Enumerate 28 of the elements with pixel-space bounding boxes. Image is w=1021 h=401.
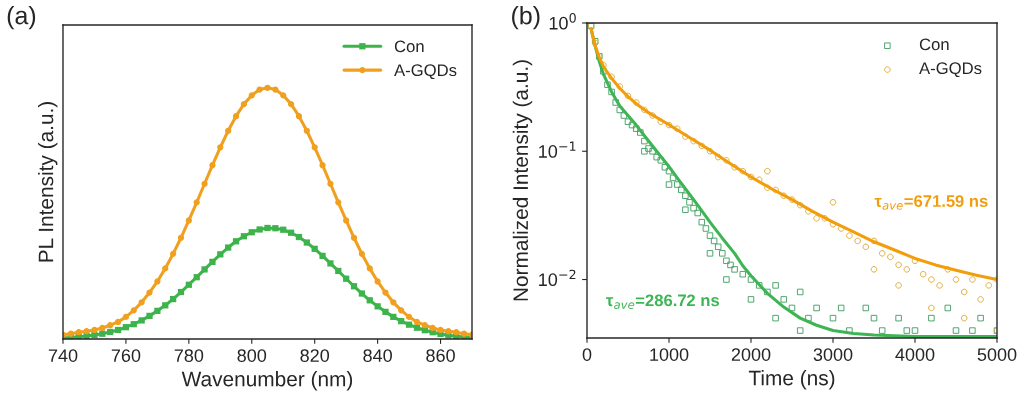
x-tick-label: 760: [111, 349, 141, 362]
legend-label: Con: [919, 38, 949, 51]
x-axis-title: Time (ns): [748, 370, 835, 390]
x-tick-label: 1000: [650, 348, 689, 361]
x-tick-label: 5000: [977, 348, 1017, 361]
x-tick-label: 0: [582, 348, 592, 361]
legend-label: A-GQDs: [919, 62, 982, 78]
x-tick-label: 780: [174, 349, 204, 362]
x-tick-label: 3000: [813, 348, 853, 361]
y-axis-title: PL Intensity (a.u.): [38, 102, 58, 262]
y-tick-label: 10$^{0}$: [549, 13, 576, 30]
y-tick-label: 10$^{−1}$: [539, 141, 576, 158]
y-axis-title: Normalized Intensity (a.u.): [512, 60, 533, 301]
x-tick-label: 860: [426, 349, 455, 362]
x-tick-label: 740: [48, 349, 78, 362]
x-axis-title: Wavenumber (nm): [181, 371, 353, 391]
legend-label: Con: [394, 40, 424, 53]
x-tick-label: 4000: [895, 348, 935, 361]
chart-title: (a): [7, 6, 36, 30]
x-tick-label: 820: [300, 349, 330, 362]
y-tick-label: 10$^{−2}$: [539, 269, 576, 287]
x-tick-label: 800: [237, 349, 267, 362]
annotation: τ$_{ave}$=671.59 ns: [874, 195, 988, 210]
x-tick-label: 2000: [731, 348, 771, 361]
annotation: τ$_{ave}$=286.72 ns: [606, 294, 720, 309]
chart-title: (b): [512, 6, 540, 30]
x-tick-label: 840: [363, 349, 392, 362]
legend-label: A-GQDs: [394, 64, 457, 80]
